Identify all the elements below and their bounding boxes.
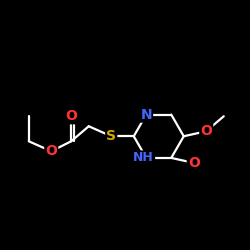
Text: O: O — [200, 124, 212, 138]
Text: N: N — [140, 108, 152, 122]
Text: S: S — [106, 129, 116, 143]
Text: O: O — [65, 109, 77, 123]
Text: O: O — [45, 144, 57, 158]
Text: O: O — [188, 156, 200, 170]
Text: NH: NH — [134, 152, 154, 164]
